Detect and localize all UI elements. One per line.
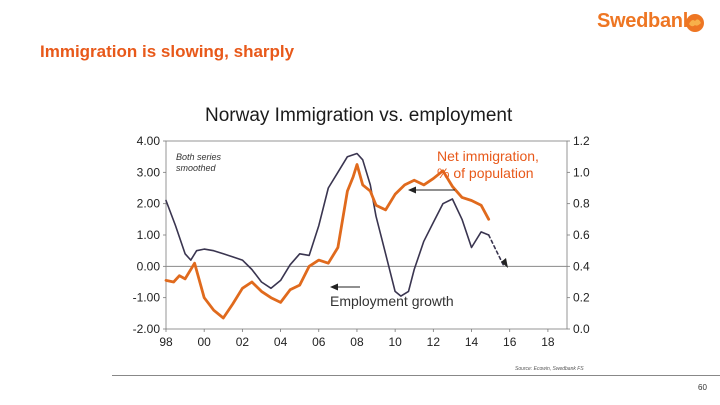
source-note: Source: Ecowin, Swedbank FS <box>515 366 584 372</box>
brand-wordmark: Swedbank <box>597 10 694 32</box>
y-right-tick-label: 0.0 <box>573 322 590 336</box>
y-left-tick-label: 1.00 <box>137 228 161 242</box>
y-right-tick-label: 1.0 <box>573 165 590 179</box>
y-right-tick-label: 0.4 <box>573 259 590 273</box>
page-number: 60 <box>698 383 707 392</box>
annotation-employment-growth: Employment growth <box>330 293 454 309</box>
x-tick-label: 00 <box>198 335 212 349</box>
employment-projection-line <box>487 234 505 268</box>
x-tick-label: 18 <box>541 335 555 349</box>
y-left-tick-label: 3.00 <box>137 165 161 179</box>
x-tick-label: 98 <box>159 335 173 349</box>
footer-divider <box>112 375 720 376</box>
x-tick-label: 12 <box>427 335 441 349</box>
x-tick-label: 14 <box>465 335 479 349</box>
swedbank-oak-logo-icon <box>686 14 704 32</box>
x-tick-label: 10 <box>388 335 402 349</box>
y-right-tick-label: 0.6 <box>573 228 590 242</box>
y-left-tick-label: -2.00 <box>133 322 161 336</box>
annotation-smoothed: smoothed <box>176 163 217 173</box>
y-right-tick-label: 1.2 <box>573 134 590 148</box>
annotation-pct-population: % of population <box>437 165 534 181</box>
annotation-both-series: Both series <box>176 152 222 162</box>
y-right-tick-label: 0.2 <box>573 291 590 305</box>
chart-title: Norway Immigration vs. employment <box>205 105 513 126</box>
y-left-tick-label: 2.00 <box>137 197 161 211</box>
y-right-tick-label: 0.8 <box>573 197 590 211</box>
x-tick-label: 08 <box>350 335 364 349</box>
immigration-series-line <box>164 163 491 320</box>
y-left-tick-label: 4.00 <box>137 134 161 148</box>
x-tick-label: 06 <box>312 335 326 349</box>
employment-arrow-head-icon <box>330 283 338 291</box>
employment-series-line <box>165 152 490 297</box>
x-tick-label: 04 <box>274 335 288 349</box>
x-tick-label: 16 <box>503 335 517 349</box>
slide-title: Immigration is slowing, sharply <box>40 42 295 61</box>
projection-arrow-head-icon <box>501 258 508 268</box>
immigration-arrow-head-icon <box>408 186 416 194</box>
x-tick-label: 02 <box>236 335 250 349</box>
y-left-tick-label: -1.00 <box>133 291 161 305</box>
annotation-net-immigration: Net immigration, <box>437 148 539 164</box>
y-left-tick-label: 0.00 <box>137 259 161 273</box>
